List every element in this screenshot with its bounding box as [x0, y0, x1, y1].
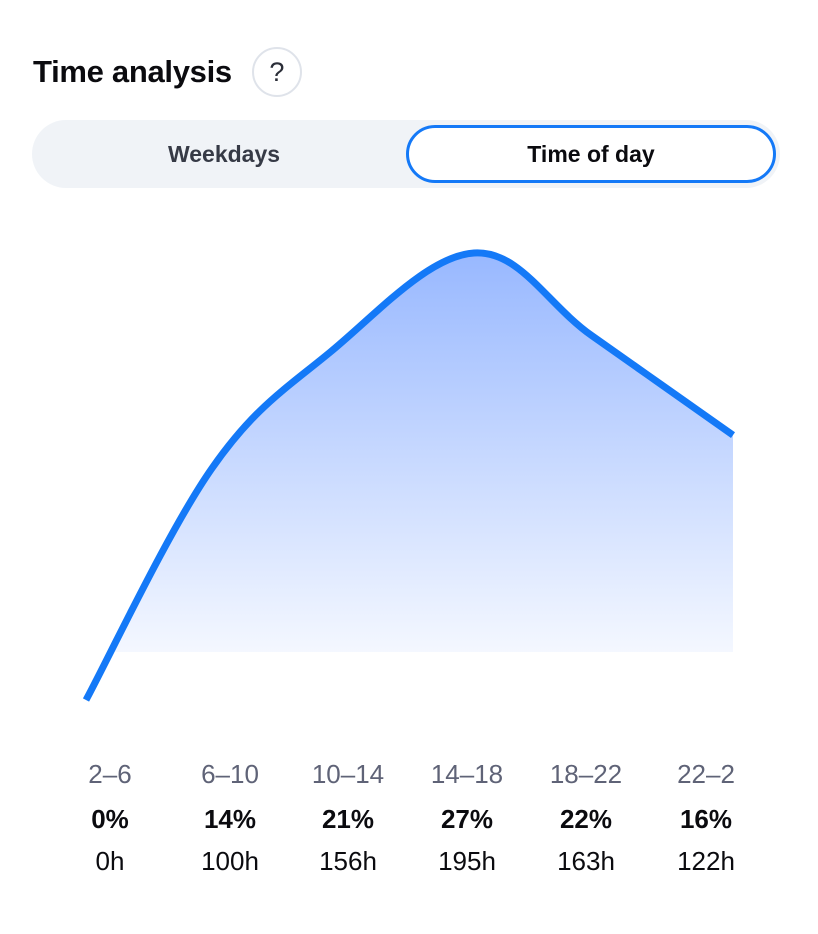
x-tick-label: 10–14	[312, 759, 384, 789]
x-tick-label: 2–6	[88, 759, 131, 789]
percent-label: 21%	[322, 804, 374, 834]
percent-label: 0%	[91, 804, 129, 834]
percent-label: 16%	[680, 804, 732, 834]
percent-label: 14%	[204, 804, 256, 834]
hours-label: 100h	[201, 846, 259, 876]
x-tick-label: 6–10	[201, 759, 259, 789]
time-of-day-chart: 2–6 0% 0h 6–10 14% 100h 10–14 21% 156h 14–18 27% 19…	[82, 249, 736, 876]
hours-label: 0h	[96, 846, 125, 876]
tab-weekdays[interactable]: Weekdays	[167, 140, 281, 167]
help-icon[interactable]: ?	[251, 47, 302, 97]
percent-label: 22%	[560, 804, 612, 834]
hours-label: 156h	[319, 846, 377, 876]
page-title: Time analysis	[33, 54, 232, 89]
hours-label: 163h	[557, 846, 615, 876]
hours-label: 122h	[677, 846, 735, 876]
x-tick-label: 18–22	[550, 759, 622, 789]
series-line	[82, 249, 736, 702]
view-toggle: Weekdays Time of day	[32, 120, 780, 188]
x-tick-label: 22–2	[677, 759, 735, 789]
header: Time analysis ?	[33, 44, 302, 100]
tab-time-of-day[interactable]: Time of day	[406, 125, 776, 183]
hours-label: 195h	[438, 846, 496, 876]
x-tick-label: 14–18	[431, 759, 503, 789]
percent-label: 27%	[441, 804, 493, 834]
area-fill	[110, 252, 733, 652]
